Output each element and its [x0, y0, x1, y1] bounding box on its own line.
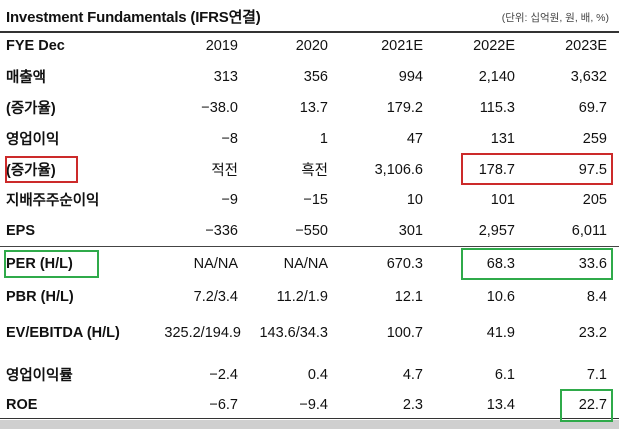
year-2022e: 2022E	[473, 37, 515, 54]
header-label: FYE Dec	[6, 37, 65, 54]
table-cell: 69.7	[578, 99, 607, 116]
table-cell: 1	[319, 130, 328, 147]
table-cell: 적전	[211, 163, 238, 179]
table-cell: 100.7	[386, 325, 423, 341]
table-cell: 356	[303, 68, 328, 85]
table-row: PER (H/L) NA/NA NA/NA 670.3 68.3 33.6	[0, 248, 619, 279]
table-cell: −6.7	[209, 396, 238, 413]
year-2020: 2020	[295, 37, 328, 54]
table-row: PBR (H/L) 7.2/3.4 11.2/1.9 12.1 10.6 8.4	[0, 281, 619, 312]
table-row: EV/EBITDA (H/L) 325.2/194.9 143.6/34.3 1…	[0, 311, 619, 355]
table-cell: 2,957	[478, 222, 515, 239]
year-2023e: 2023E	[565, 37, 607, 54]
table-cell: 205	[582, 191, 607, 208]
table-row: EPS −336 −550 301 2,957 6,011	[0, 215, 619, 246]
table-cell: −15	[303, 191, 328, 208]
table-cell: 325.2/194.9	[164, 324, 241, 341]
row-label: 매출액	[6, 70, 47, 86]
table-cell: 6.1	[494, 366, 515, 383]
table-row: 매출액 313 356 994 2,140 3,632	[0, 61, 619, 92]
row-label: (증가율)	[6, 101, 56, 117]
table-cell: 301	[398, 222, 423, 239]
table-cell: 10.6	[486, 288, 515, 305]
table-cell: 143.6/34.3	[259, 325, 328, 341]
table-cell: 12.1	[394, 288, 423, 305]
row-label: PBR (H/L)	[6, 288, 74, 305]
table-cell: −9	[221, 191, 238, 208]
table-cell: 670.3	[386, 255, 423, 272]
table-cell: 13.4	[486, 396, 515, 413]
table-cell: 흑전	[301, 163, 328, 179]
table-cell: −336	[205, 222, 238, 239]
table-cell: 131	[490, 130, 515, 147]
table-cell: NA/NA	[193, 255, 238, 272]
row-label: ROE	[6, 396, 38, 413]
table-cell: 97.5	[578, 161, 607, 178]
table-cell: 68.3	[486, 255, 515, 272]
table-cell: 11.2/1.9	[276, 288, 328, 305]
year-2019: 2019	[205, 37, 238, 54]
row-label: (증가율)	[6, 163, 56, 179]
table-cell: 994	[398, 68, 423, 85]
table-cell: 6,011	[571, 222, 607, 239]
table-cell: 10	[406, 191, 423, 208]
table-cell: 313	[213, 68, 238, 85]
table-title: Investment Fundamentals (IFRS연결)	[6, 9, 261, 26]
year-2021e: 2021E	[381, 37, 423, 54]
table-cell: 23.2	[578, 325, 607, 341]
unit-note: (단위: 십억원, 원, 배, %)	[501, 12, 609, 24]
table-cell: 3,632	[570, 68, 607, 85]
row-label: EV/EBITDA (H/L)	[6, 325, 120, 341]
table-cell: −550	[295, 222, 328, 239]
row-label: 영업이익률	[6, 368, 73, 384]
table-cell: 115.3	[479, 99, 515, 116]
table-cell: 3,106.6	[374, 161, 423, 178]
table-row: (증가율) 적전 흑전 3,106.6 178.7 97.5	[0, 154, 619, 185]
table-cell: 4.7	[402, 366, 423, 383]
table-cell: 2,140	[478, 68, 515, 85]
table-cell: 2.3	[402, 396, 423, 413]
table-row: (증가율) −38.0 13.7 179.2 115.3 69.7	[0, 92, 619, 123]
table-cell: 47	[406, 130, 423, 147]
table-row: 영업이익률 −2.4 0.4 4.7 6.1 7.1	[0, 359, 619, 390]
table-cell: 7.2/3.4	[193, 288, 238, 305]
table-cell: 7.1	[586, 366, 607, 383]
bottom-shade	[0, 420, 619, 429]
table-cell: 0.4	[307, 366, 328, 383]
table-cell: 259	[582, 130, 607, 147]
row-label: 지배주주순이익	[6, 193, 100, 209]
table-cell: NA/NA	[283, 255, 328, 272]
table-cell: 101	[490, 191, 515, 208]
table-cell: 178.7	[478, 161, 515, 178]
row-label: 영업이익	[6, 132, 60, 148]
table-cell: 13.7	[299, 99, 328, 116]
top-rule	[0, 31, 619, 33]
row-label: PER (H/L)	[6, 255, 73, 272]
row-label: EPS	[6, 222, 36, 239]
table-cell: 179.2	[386, 99, 423, 116]
bottom-rule	[0, 418, 619, 419]
table-row: 영업이익 −8 1 47 131 259	[0, 123, 619, 154]
table-cell: 8.4	[586, 288, 607, 305]
table-row: ROE −6.7 −9.4 2.3 13.4 22.7	[0, 389, 619, 420]
header-row: FYE Dec 2019 2020 2021E 2022E 2023E	[0, 30, 619, 61]
table-cell: −38.0	[201, 99, 238, 116]
table-row: 지배주주순이익 −9 −15 10 101 205	[0, 184, 619, 215]
table-cell: −9.4	[299, 396, 328, 413]
table-cell: 33.6	[578, 255, 607, 272]
table-cell: 41.9	[486, 325, 515, 341]
table-cell: −2.4	[209, 366, 238, 383]
table-cell: −8	[221, 130, 238, 147]
section-divider	[0, 246, 619, 247]
table-cell: 22.7	[578, 396, 607, 413]
